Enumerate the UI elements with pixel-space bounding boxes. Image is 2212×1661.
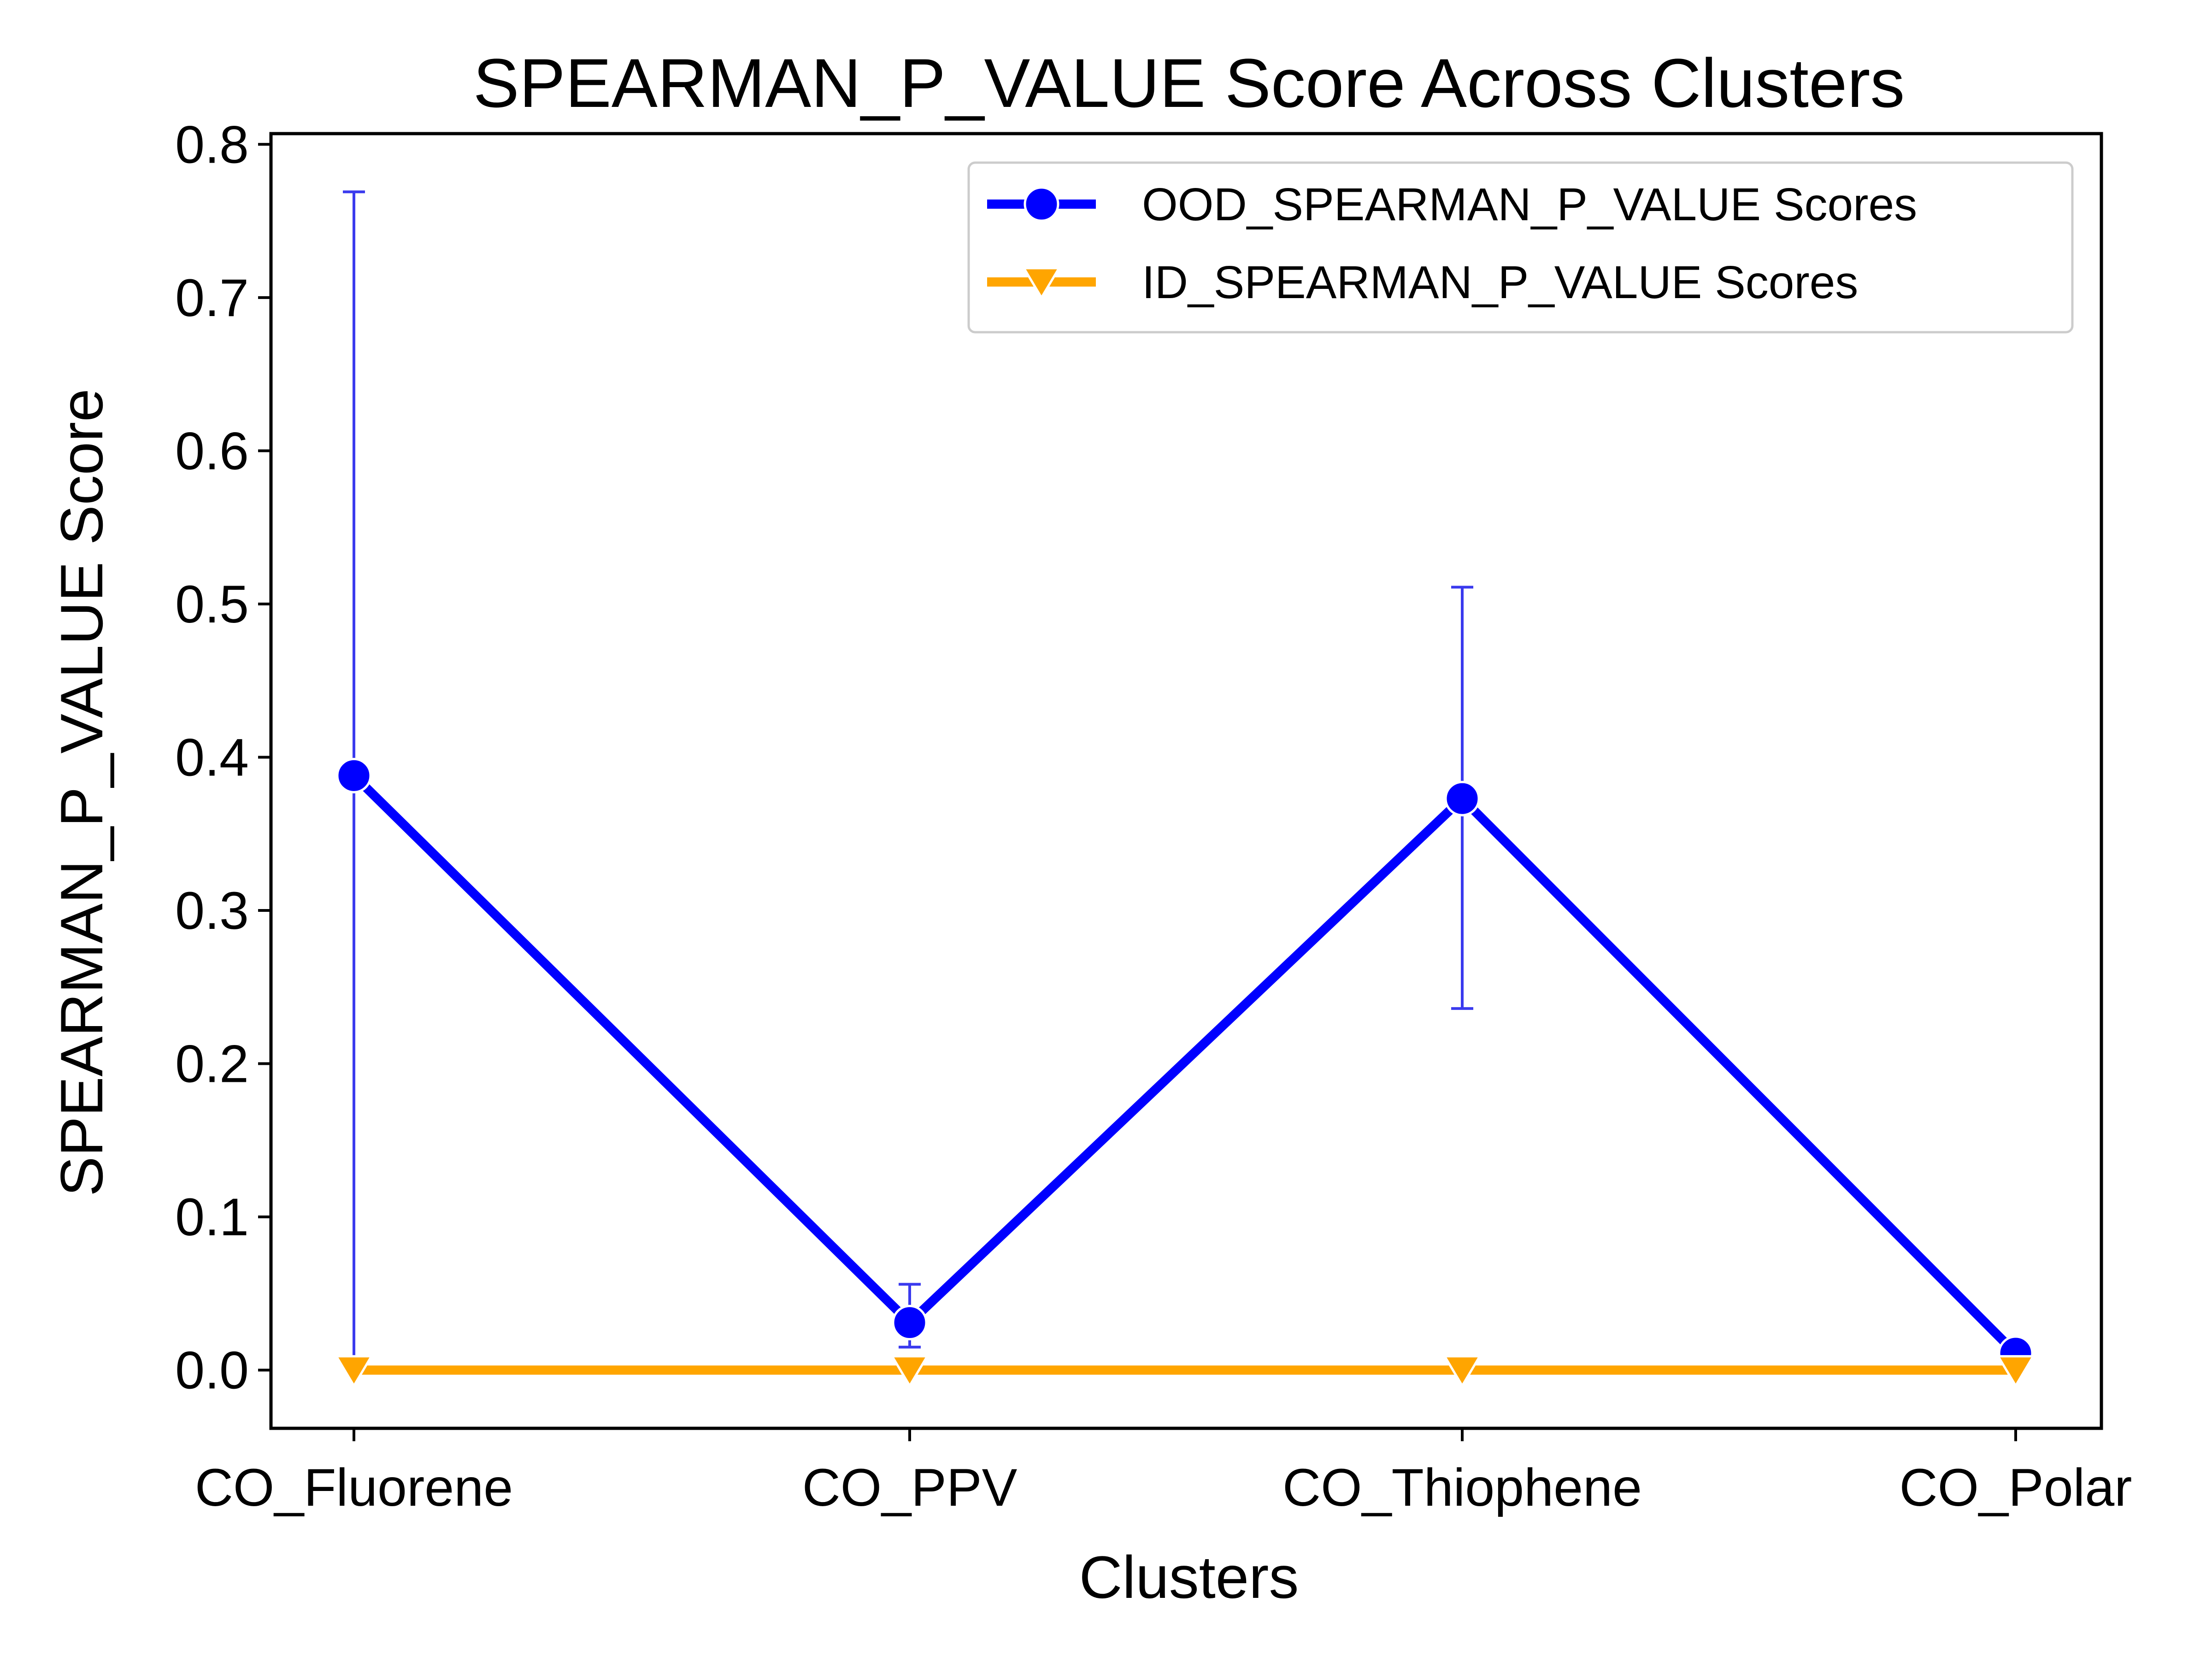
- y-tick-label: 0.3: [175, 881, 249, 940]
- id-data-point: [890, 1355, 930, 1388]
- y-tick-label: 0.8: [175, 115, 249, 174]
- y-tick-label: 0.6: [175, 422, 249, 481]
- ood-data-point: [1444, 781, 1480, 816]
- x-tick-label: CO_Thiophene: [1282, 1458, 1642, 1517]
- y-tick-label: 0.2: [175, 1035, 249, 1094]
- y-axis-label: SPEARMAN_P_VALUE Score: [48, 388, 115, 1196]
- y-tick-label: 0.0: [175, 1341, 249, 1400]
- plot-frame: [269, 132, 2103, 1430]
- legend-box: [967, 161, 2074, 334]
- y-axis-ticks: 0.0 0.1 0.2 0.3 0.4 0.5 0.6 0.7 0.8: [175, 115, 271, 1400]
- y-tick-label: 0.4: [175, 728, 249, 787]
- ood-series-line: [350, 772, 2019, 1357]
- y-tick-label: 0.1: [175, 1188, 249, 1247]
- legend-id-label: ID_SPEARMAN_P_VALUE Scores: [1142, 257, 1858, 308]
- ood-data-point: [892, 1305, 928, 1341]
- y-tick-label: 0.7: [175, 269, 249, 328]
- ood-data-point: [336, 757, 372, 793]
- plot-area: [334, 190, 2036, 1388]
- id-data-point: [334, 1355, 374, 1388]
- id-data-point: [1996, 1355, 2036, 1388]
- legend-ood-marker: [1024, 186, 1059, 222]
- x-axis-ticks: CO_Fluorene CO_PPV CO_Thiophene CO_Polar: [195, 1428, 2132, 1517]
- legend: OOD_SPEARMAN_P_VALUE Scores ID_SPEARMAN_P…: [967, 161, 2074, 334]
- x-tick-label: CO_PPV: [802, 1458, 1018, 1517]
- id-data-point: [1442, 1355, 1482, 1388]
- x-tick-label: CO_Fluorene: [195, 1458, 513, 1517]
- x-tick-label: CO_Polar: [1900, 1458, 2132, 1517]
- legend-id-marker: [1022, 267, 1061, 300]
- y-tick-label: 0.5: [175, 575, 249, 634]
- x-axis-label: Clusters: [1079, 1544, 1299, 1611]
- chart-title: SPEARMAN_P_VALUE Score Across Clusters: [473, 44, 1905, 122]
- legend-ood-label: OOD_SPEARMAN_P_VALUE Scores: [1142, 179, 1917, 230]
